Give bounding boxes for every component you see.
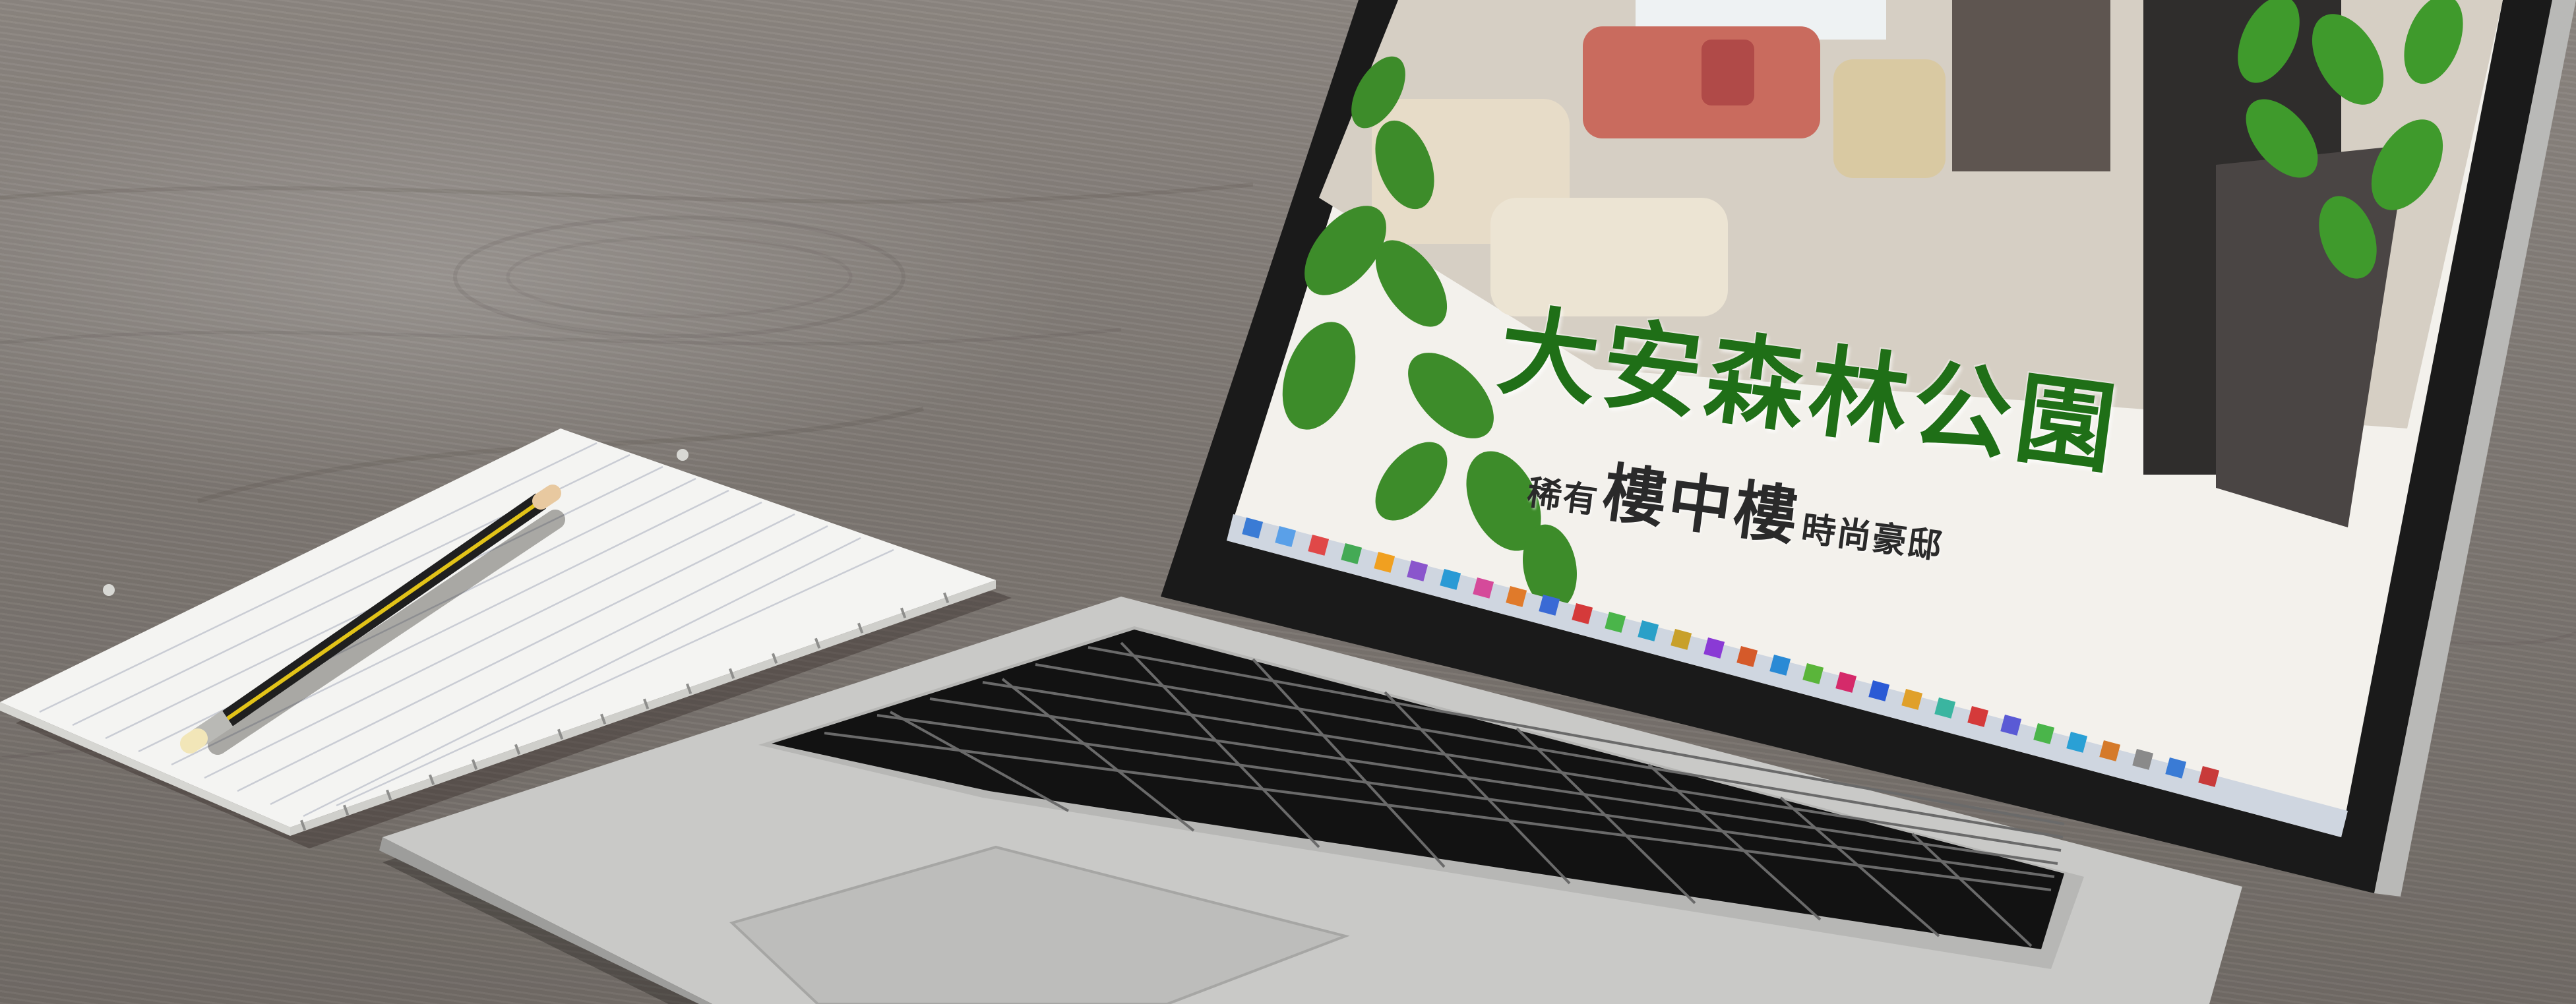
trackpad [729,845,1350,1004]
dock-icons [1242,517,2220,787]
notepad [0,428,1012,848]
sofa-pink [1583,26,1820,138]
plant-leaves-right [2238,0,2463,279]
plant-leaves-left [1282,56,1577,610]
tagline-suffix: 時尚豪邸 [1798,508,1946,567]
tagline-prefix: 稀有 [1525,472,1601,522]
keyboard [772,630,2065,949]
pencil [180,485,565,755]
